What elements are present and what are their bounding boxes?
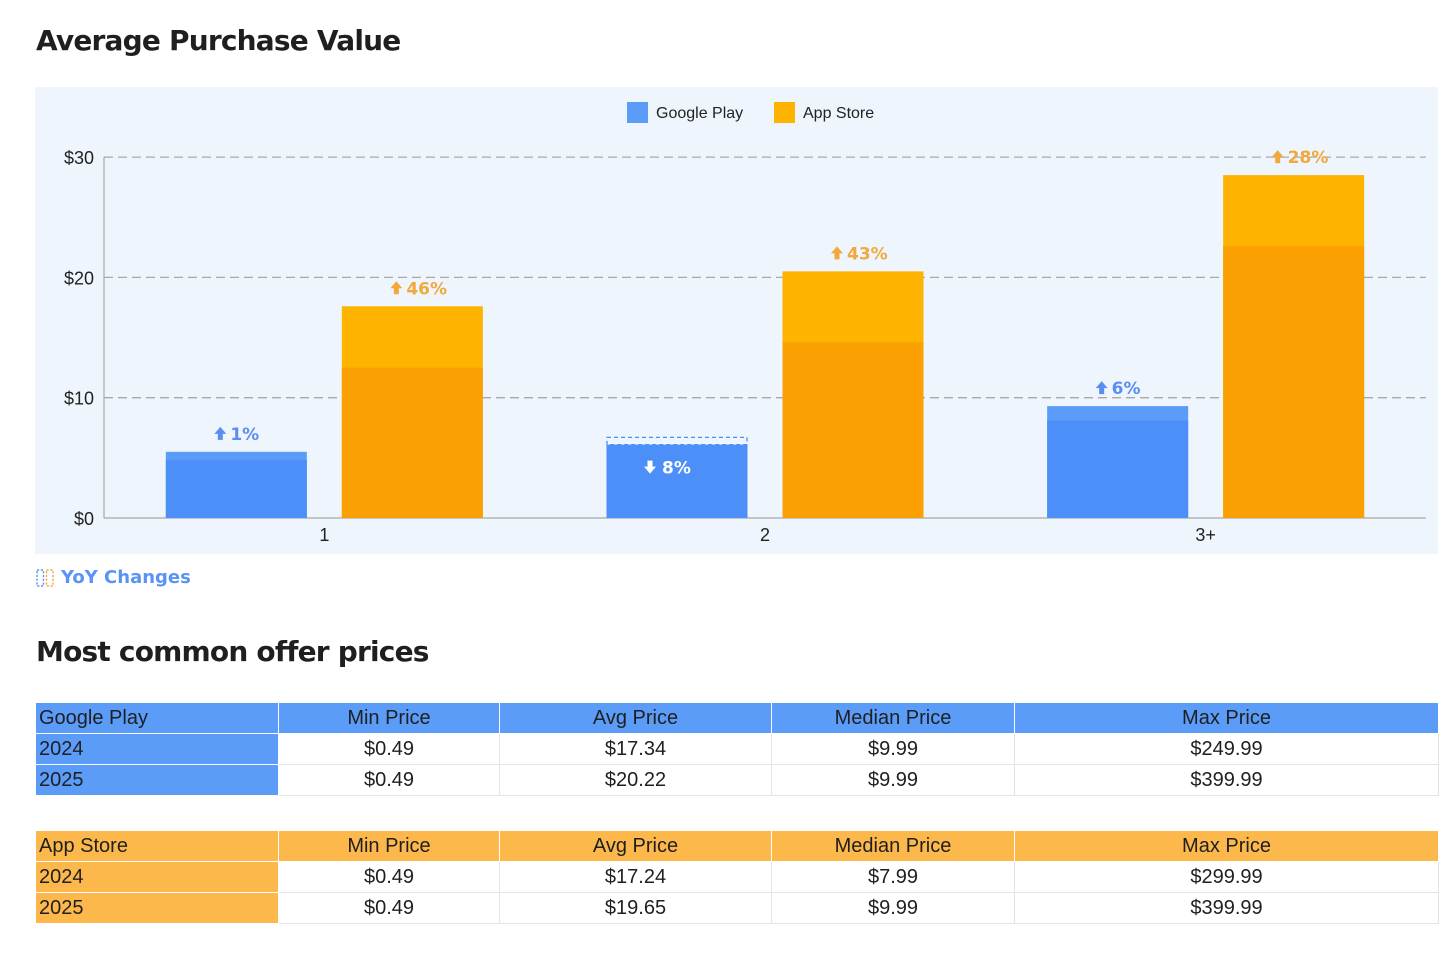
table-cell: $0.49 [278,733,500,765]
yoy-arrow-up-icon [1271,150,1284,164]
y-tick-label: $0 [74,509,94,529]
table-header-cell: Min Price [278,830,500,862]
yoy-arrow-down-icon [644,460,656,474]
table-cell: $0.49 [278,892,500,924]
table-header-row: Google Play Min Price Avg Price Median P… [35,702,1439,734]
table-cell: $7.99 [771,861,1015,893]
table-row: 2025 $0.49 $19.65 $9.99 $399.99 [35,892,1439,924]
yoy-change-label: 1% [230,425,259,445]
yoy-change-label: 46% [406,279,447,299]
chart-panel: $0 $10 $20 $30 Google Play App Store 1% 46% 1 8% 4… [35,87,1438,554]
table-header-cell: App Store [35,830,279,862]
year-cell: 2025 [35,764,279,796]
table-cell: $9.99 [771,733,1015,765]
tables-title: Most common offer prices [36,635,429,668]
table-header-cell: Median Price [771,830,1015,862]
table-cell: $249.99 [1014,733,1439,765]
bar-chart: $0 $10 $20 $30 Google Play App Store 1% 46% 1 8% 4… [64,102,1426,545]
table-cell: $17.34 [499,733,772,765]
table-header-cell: Avg Price [499,702,772,734]
yoy-change-label: 8% [662,459,691,479]
table-cell: $0.49 [278,861,500,893]
table-row: 2024 $0.49 $17.34 $9.99 $249.99 [35,733,1439,765]
app-store-price-table: App Store Min Price Avg Price Median Pri… [35,830,1439,924]
table-header-cell: Avg Price [499,830,772,862]
bar-2024-outline [606,436,748,446]
table-header-cell: Google Play [35,702,279,734]
year-cell: 2025 [35,892,279,924]
year-cell: 2024 [35,733,279,765]
table-cell: $299.99 [1014,861,1439,893]
x-tick-label: 3+ [1195,525,1216,545]
yoy-change-label: 28% [1288,148,1329,168]
y-tick-label: $10 [64,389,94,409]
bar-2024 [1047,420,1189,518]
table-cell: $20.22 [499,764,772,796]
table-header-cell: Max Price [1014,830,1439,862]
yoy-arrow-up-icon [390,281,403,295]
yoy-arrow-up-icon [214,426,227,440]
legend-label: App Store [803,105,874,122]
chart-title: Average Purchase Value [36,24,401,57]
table-cell: $9.99 [771,892,1015,924]
yoy-arrow-up-icon [831,246,843,260]
y-tick-label: $30 [64,148,94,168]
x-tick-label: 2 [760,525,770,545]
table-cell: $399.99 [1014,764,1439,796]
year-cell: 2024 [35,861,279,893]
legend-swatch [774,102,795,123]
bar-chart-icon [36,568,54,587]
table-cell: $399.99 [1014,892,1439,924]
google-play-price-table: Google Play Min Price Avg Price Median P… [35,702,1439,796]
table-cell: $19.65 [499,892,772,924]
yoy-arrow-up-icon [1095,381,1108,395]
bar-2024 [1223,246,1365,518]
bar-2024 [782,342,924,518]
bar-2024 [165,460,307,518]
table-header-cell: Min Price [278,702,500,734]
y-tick-label: $20 [64,268,94,288]
table-row: 2024 $0.49 $17.24 $7.99 $299.99 [35,861,1439,893]
table-cell: $0.49 [278,764,500,796]
legend-swatch [627,102,648,123]
yoy-change-label: 43% [847,244,888,264]
table-header-cell: Median Price [771,702,1015,734]
yoy-changes-label[interactable]: YoY Changes [61,567,191,588]
table-cell: $17.24 [499,861,772,893]
yoy-changes-link[interactable]: YoY Changes [36,567,191,588]
table-cell: $9.99 [771,764,1015,796]
yoy-change-label: 6% [1112,379,1141,399]
legend-label: Google Play [656,105,743,122]
table-header-cell: Max Price [1014,702,1439,734]
bar-2024 [341,367,483,518]
x-tick-label: 1 [319,525,329,545]
table-row: 2025 $0.49 $20.22 $9.99 $399.99 [35,764,1439,796]
bar-2025 [606,444,748,518]
table-header-row: App Store Min Price Avg Price Median Pri… [35,830,1439,862]
